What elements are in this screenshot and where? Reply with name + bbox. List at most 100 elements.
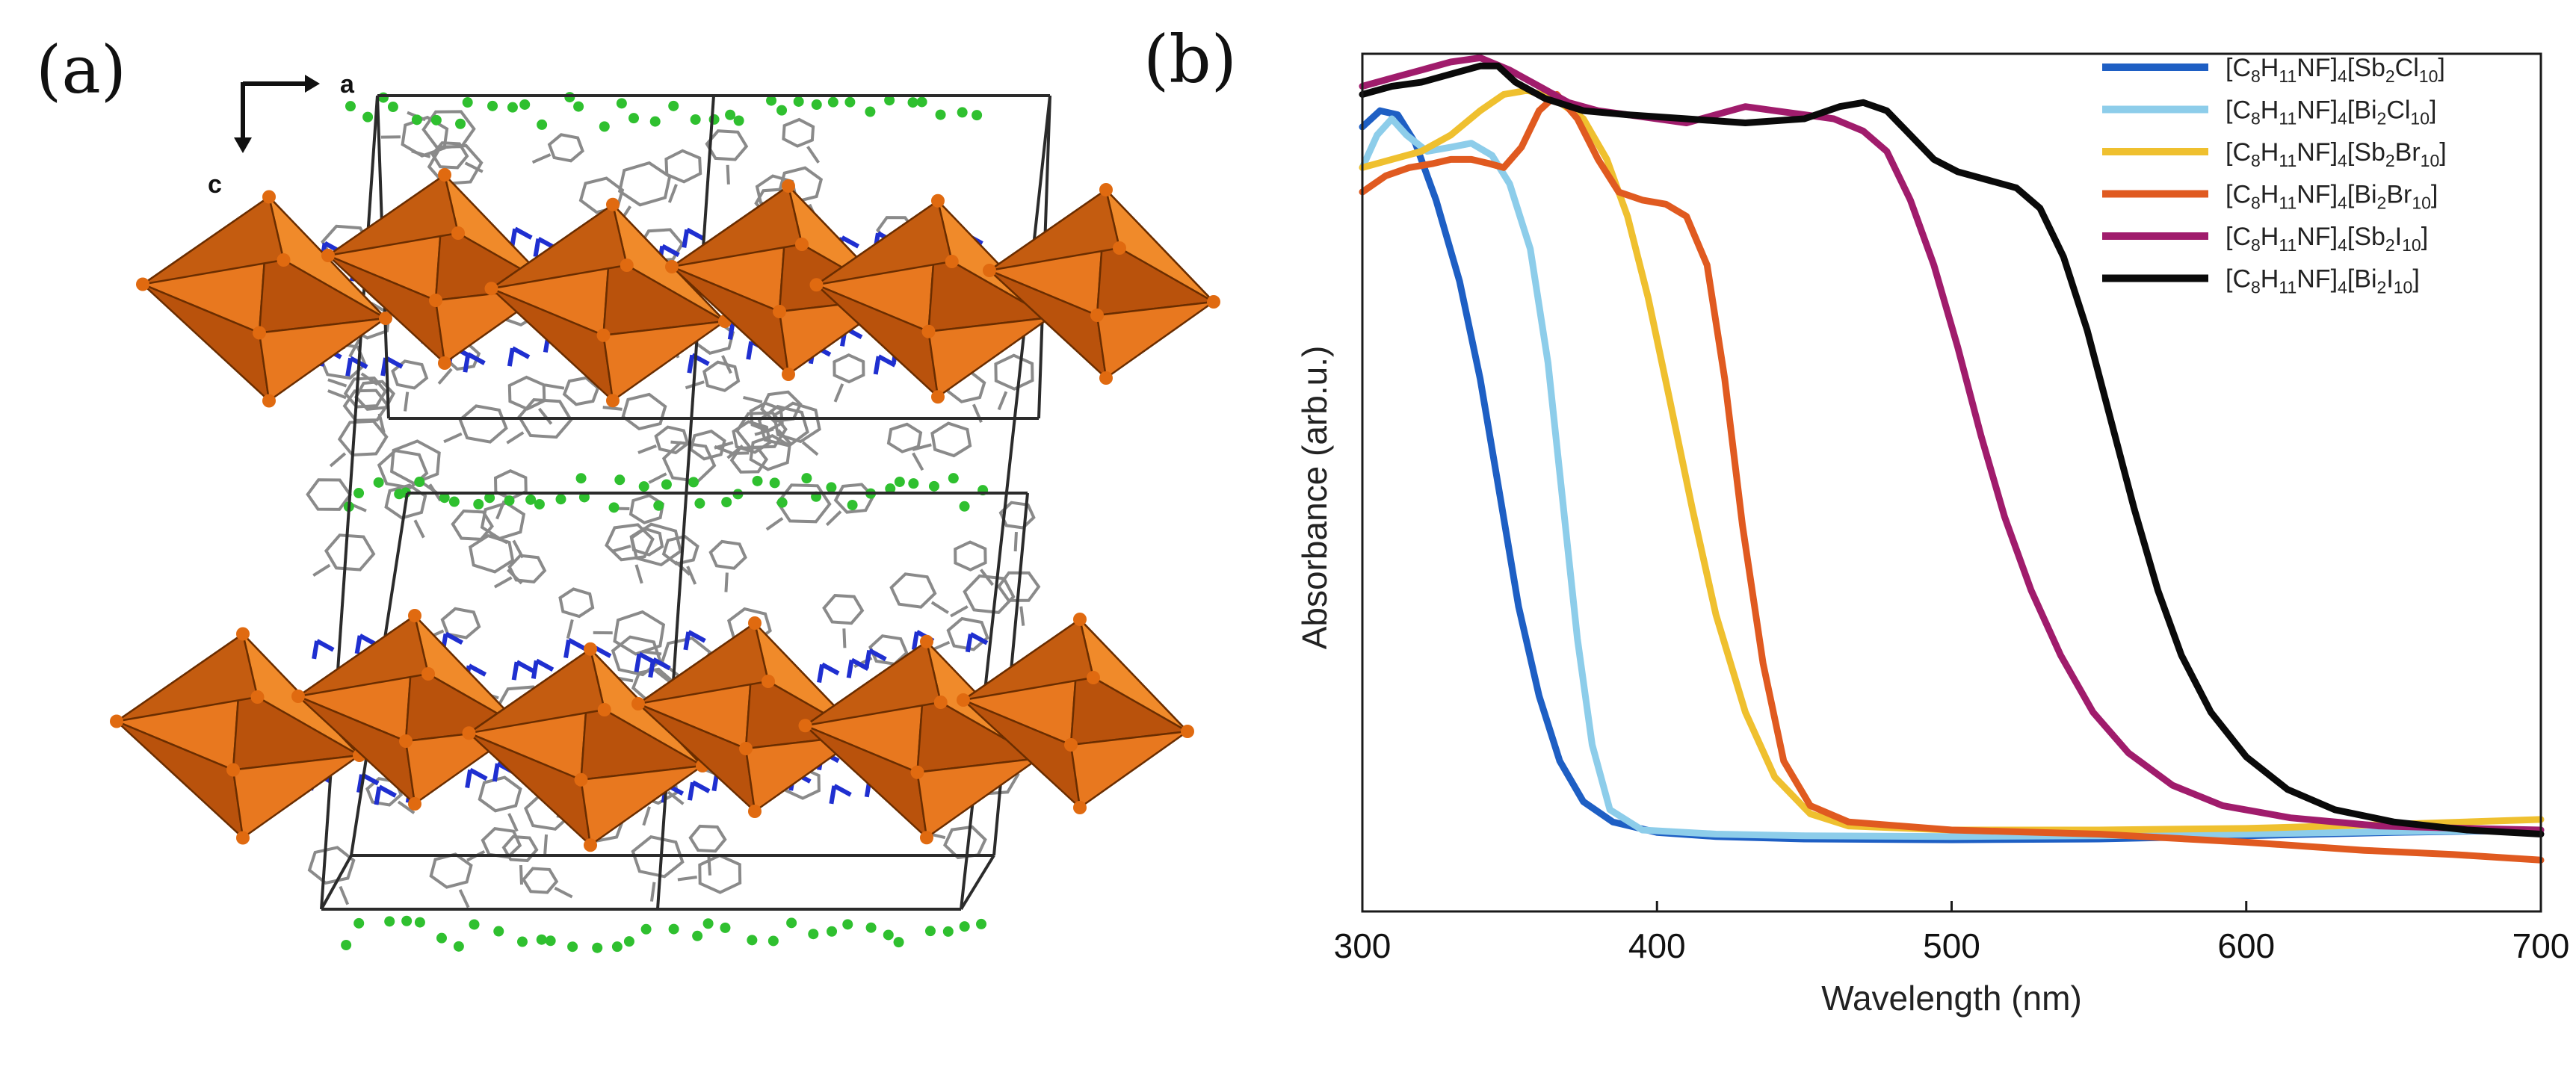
fluorine-atom <box>638 481 649 492</box>
alkyl-chain <box>649 882 656 902</box>
legend-label-3: [C8H11NF]4[Sb2Br10] <box>2226 138 2447 170</box>
halide-atom <box>597 703 611 716</box>
benzene-ring <box>481 826 522 859</box>
halide-atom <box>1099 183 1113 196</box>
y-axis-title: Absorbance (arb.u.) <box>1295 346 1334 650</box>
a-axis-letter: a <box>340 70 355 99</box>
halide-atom <box>739 742 753 755</box>
fluorine-atom <box>537 119 548 130</box>
fluorine-atom <box>616 98 627 109</box>
alkyl-chain <box>611 545 631 553</box>
halide-atom <box>596 328 611 342</box>
benzene-ring <box>354 380 396 411</box>
c-axis-letter: c <box>208 170 222 199</box>
ammonium-bond <box>533 238 541 258</box>
alkyl-chain <box>801 441 819 456</box>
legend-label-2: [C8H11NF]4[Bi2Cl10] <box>2226 96 2436 128</box>
benzene-ring <box>507 554 547 583</box>
fluorine-atom <box>377 92 389 103</box>
fluorine-atom <box>865 106 876 117</box>
alkyl-chain <box>512 539 525 559</box>
fluorine-atom <box>769 477 780 489</box>
octahedron <box>809 193 1057 404</box>
fluorine-atom <box>668 923 679 935</box>
benzene-ring <box>324 533 376 572</box>
ammonium-bond <box>469 767 488 781</box>
halide-atom <box>408 609 421 622</box>
benzene-ring <box>384 483 427 520</box>
fluorine-atom <box>688 477 699 488</box>
ammonium-bond <box>492 763 500 782</box>
halide-atom <box>931 193 945 208</box>
octahedron <box>136 190 392 408</box>
legend-label-6: [C8H11NF]4[Bi2I10] <box>2226 265 2420 297</box>
fluorine-atom <box>649 116 661 127</box>
alkyl-chain <box>327 389 347 400</box>
fluorine-atom <box>623 936 634 947</box>
octahedra-layer <box>110 168 1220 852</box>
benzene-ring <box>708 539 747 570</box>
fluorine-atom <box>959 501 970 512</box>
benzene-ring <box>617 161 672 207</box>
benzene-ring <box>886 422 923 453</box>
benzene-ring <box>458 404 508 444</box>
fluorine-atom <box>384 916 395 927</box>
fluorine-atom <box>487 100 498 111</box>
panel-a-label: (a) <box>36 31 127 108</box>
alkyl-chain <box>667 790 685 805</box>
fluorine-atom <box>948 473 959 484</box>
x-tick-label: 700 <box>2512 926 2570 965</box>
ammonium-bond <box>634 653 642 672</box>
alkyl-chain <box>329 452 347 468</box>
fluorine-atom <box>614 474 626 486</box>
benzene-ring <box>833 353 865 384</box>
alkyl-chain <box>360 372 379 386</box>
ammonium-bond <box>687 354 695 374</box>
ammonium-bond <box>868 648 887 662</box>
benzene-ring <box>729 446 769 474</box>
alkyl-chain <box>397 800 416 814</box>
ammonium-bond <box>356 774 364 793</box>
ammonium-bond <box>511 661 519 681</box>
unit-cell-edge <box>960 854 995 911</box>
benzene-ring <box>930 421 972 458</box>
ammonium-bond <box>833 784 852 797</box>
halide-atom <box>399 734 413 748</box>
halide-atom <box>1113 241 1126 255</box>
fluorine-atom <box>942 926 954 937</box>
alkyl-chain <box>833 383 844 403</box>
octahedron-face <box>141 196 285 285</box>
ammonium-bond <box>661 244 680 258</box>
octahedron <box>484 197 732 408</box>
benzene-ring <box>306 478 352 511</box>
halide-atom <box>1064 738 1078 752</box>
halide-atom <box>253 326 266 340</box>
ammonium-bond <box>688 781 695 801</box>
ammonium-bond <box>829 785 837 805</box>
halide-atom <box>1207 295 1220 309</box>
ammonium-bond <box>466 352 486 365</box>
ammonium-bond <box>535 658 555 672</box>
fluorine-atom <box>462 97 473 108</box>
octahedron-face <box>988 188 1121 272</box>
halide-atom <box>1073 613 1087 626</box>
benzene-ring <box>889 572 937 609</box>
alkyl-chain <box>507 569 523 585</box>
fluorine-atom <box>894 476 905 487</box>
fluorine-atom <box>842 919 853 930</box>
octahedron-face <box>468 648 605 734</box>
halide-atom <box>920 634 933 648</box>
fluorine-atom <box>725 109 736 120</box>
octahedron <box>462 642 709 852</box>
alkyl-chain <box>825 510 842 527</box>
alkyl-chain <box>674 560 691 576</box>
halide-atom <box>1099 371 1113 385</box>
fluorine-atom <box>793 96 804 107</box>
alkyl-chain <box>707 855 712 876</box>
halide-atom <box>408 797 421 811</box>
halide-atom <box>574 772 588 787</box>
benzene-ring <box>547 133 584 163</box>
ammonium-bond <box>510 228 518 247</box>
fluorine-atom <box>747 935 758 946</box>
octahedron-face <box>927 316 1051 398</box>
